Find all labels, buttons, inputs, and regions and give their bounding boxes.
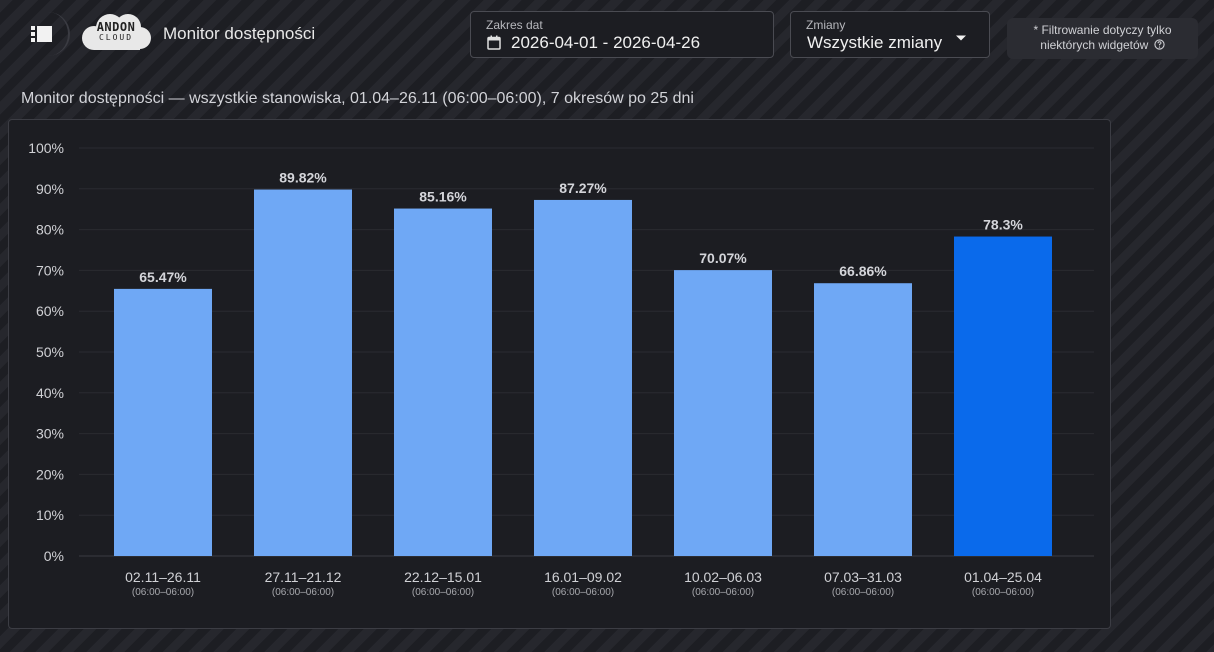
- x-tick-sublabel: (06:00–06:00): [412, 587, 474, 598]
- x-tick-label: 22.12–15.01: [404, 569, 482, 585]
- bar: [114, 288, 212, 556]
- filter-note: * Filtrowanie dotyczy tylko niektórych w…: [1007, 18, 1198, 59]
- y-tick-label: 10%: [36, 507, 64, 523]
- filter-note-line2: niektórych widgetów: [1040, 38, 1149, 52]
- bar-value-label: 70.07%: [699, 250, 747, 266]
- shift-select-label: Zmiany: [806, 18, 846, 32]
- shift-select-value: Wszystkie zmiany: [807, 33, 943, 52]
- bar: [814, 283, 912, 556]
- availability-chart: 0% 10% 20% 30% 40% 50% 60% 70% 80% 90% 100% 65.47% 0…: [8, 119, 1111, 629]
- bar-value-label: 66.86%: [839, 263, 887, 279]
- x-tick-label: 07.03–31.03: [824, 569, 902, 585]
- x-tick-sublabel: (06:00–06:00): [132, 587, 194, 598]
- x-tick-sublabel: (06:00–06:00): [552, 587, 614, 598]
- x-tick-label: 27.11–21.12: [265, 569, 342, 585]
- bar: [394, 208, 492, 556]
- bar: [534, 199, 632, 556]
- x-tick-label: 16.01–09.02: [544, 569, 622, 585]
- date-range-label: Zakres dat: [486, 18, 543, 32]
- y-tick-label: 90%: [36, 181, 64, 197]
- x-tick-sublabel: (06:00–06:00): [692, 587, 754, 598]
- menu-button[interactable]: [22, 12, 70, 56]
- bar: [674, 270, 772, 556]
- y-tick-label: 20%: [36, 466, 64, 482]
- menu-icon: [31, 26, 52, 42]
- x-tick-sublabel: (06:00–06:00): [832, 587, 894, 598]
- y-tick-label: 70%: [36, 262, 64, 278]
- date-range-value: 2026-04-01 - 2026-04-26: [511, 33, 701, 52]
- bar-value-label: 65.47%: [139, 269, 187, 285]
- x-tick-sublabel: (06:00–06:00): [272, 587, 334, 598]
- andon-cloud-logo: ANDON CLOUD: [80, 12, 152, 54]
- bar-value-label: 89.82%: [279, 170, 327, 186]
- y-tick-label: 60%: [36, 303, 64, 319]
- bar: [954, 236, 1052, 556]
- chart-title: Monitor dostępności — wszystkie stanowis…: [21, 90, 694, 107]
- top-bar: ANDON CLOUD Monitor dostępności Zakres d…: [0, 0, 1214, 70]
- x-tick-label: 01.04–25.04: [964, 569, 1042, 585]
- bar: [254, 189, 352, 556]
- logo-subtext: CLOUD: [98, 33, 134, 42]
- filter-note-line1: * Filtrowanie dotyczy tylko: [1033, 23, 1172, 37]
- y-tick-label: 40%: [36, 385, 64, 401]
- app-title: Monitor dostępności: [163, 24, 316, 43]
- y-tick-label: 100%: [28, 140, 64, 156]
- x-tick-label: 02.11–26.11: [125, 569, 201, 585]
- y-tick-label: 50%: [36, 344, 64, 360]
- x-tick-sublabel: (06:00–06:00): [972, 587, 1034, 598]
- help-circle-icon[interactable]: [1154, 39, 1165, 50]
- y-tick-label: 80%: [36, 222, 64, 238]
- availability-bar-chart: 0% 10% 20% 30% 40% 50% 60% 70% 80% 90% 100% 65.47% 0…: [28, 140, 1094, 598]
- x-tick-label: 10.02–06.03: [684, 569, 762, 585]
- date-range-picker[interactable]: Zakres dat 2026-04-01 - 2026-04-26: [470, 11, 774, 58]
- y-tick-label: 30%: [36, 426, 64, 442]
- bar-value-label: 78.3%: [983, 217, 1023, 233]
- shift-select[interactable]: Zmiany Wszystkie zmiany: [790, 11, 990, 58]
- bar-value-label: 85.16%: [419, 189, 467, 205]
- calendar-icon: [487, 35, 501, 50]
- y-tick-label: 0%: [44, 548, 64, 564]
- logo-text: ANDON: [96, 20, 136, 34]
- bar-value-label: 87.27%: [559, 180, 607, 196]
- chevron-down-icon: [956, 35, 966, 41]
